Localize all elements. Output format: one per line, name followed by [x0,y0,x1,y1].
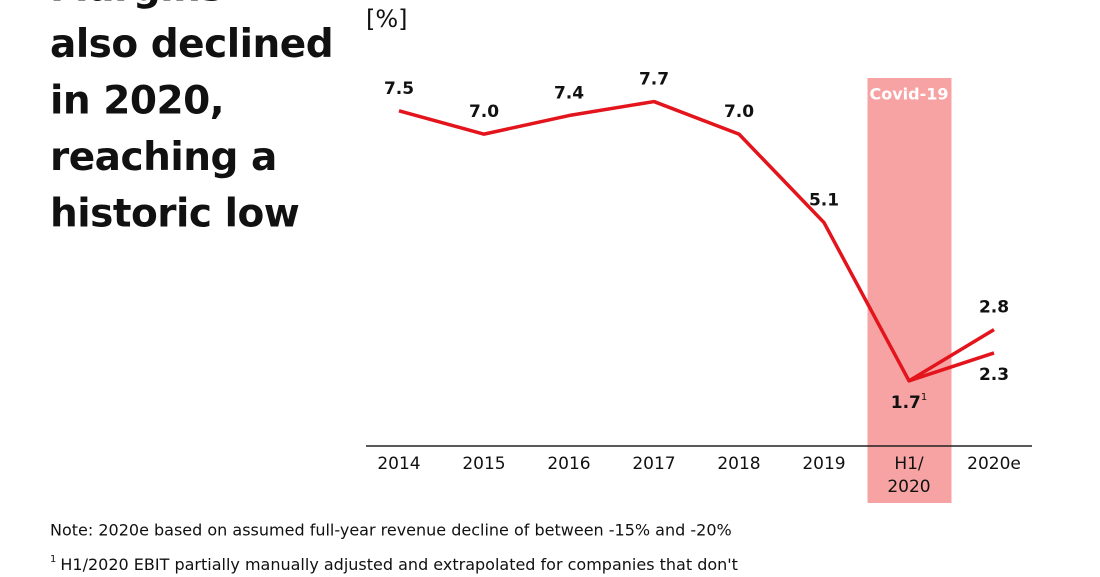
value-label: 2.3 [979,365,1009,385]
note-text: H1/2020 EBIT partially manually adjusted… [60,555,738,574]
value-label: 7.0 [724,102,754,122]
value-label: 2.8 [979,298,1009,318]
x-tick-label: H1/2020 [887,454,930,497]
title-line: historic low [50,192,299,237]
highlight-band [867,78,952,503]
value-label: 5.1 [809,191,839,211]
line [908,351,995,383]
x-tick-label: 2019 [802,454,845,474]
value-label: 7.7 [639,70,669,90]
x-tick-label: 2016 [547,454,590,474]
title-line: also declined [50,22,333,67]
value-label: 1.71 [891,392,928,413]
x-tick-label: 2015 [462,454,505,474]
value-label: 7.5 [384,79,414,99]
x-tick-label: 2018 [717,454,760,474]
title-line: reaching a [50,135,277,180]
note: 1 H1/2020 EBIT partially manually adjuste… [50,554,738,574]
footnote-marker: 1 [921,392,927,403]
highlight-label: Covid-19 [869,85,948,104]
x-tick-label: 2017 [632,454,675,474]
title-line: in 2020, [50,79,224,124]
value-label: 7.4 [554,84,584,104]
line [398,99,995,383]
y-axis-label: [%] [366,5,408,33]
footnote-marker: 1 [50,554,56,565]
x-tick-label: 2020e [967,454,1021,474]
x-tick-label: 2014 [377,454,420,474]
title-line: Margins [50,0,223,11]
value-label: 7.0 [469,102,499,122]
note: Note: 2020e based on assumed full-year r… [50,521,732,540]
